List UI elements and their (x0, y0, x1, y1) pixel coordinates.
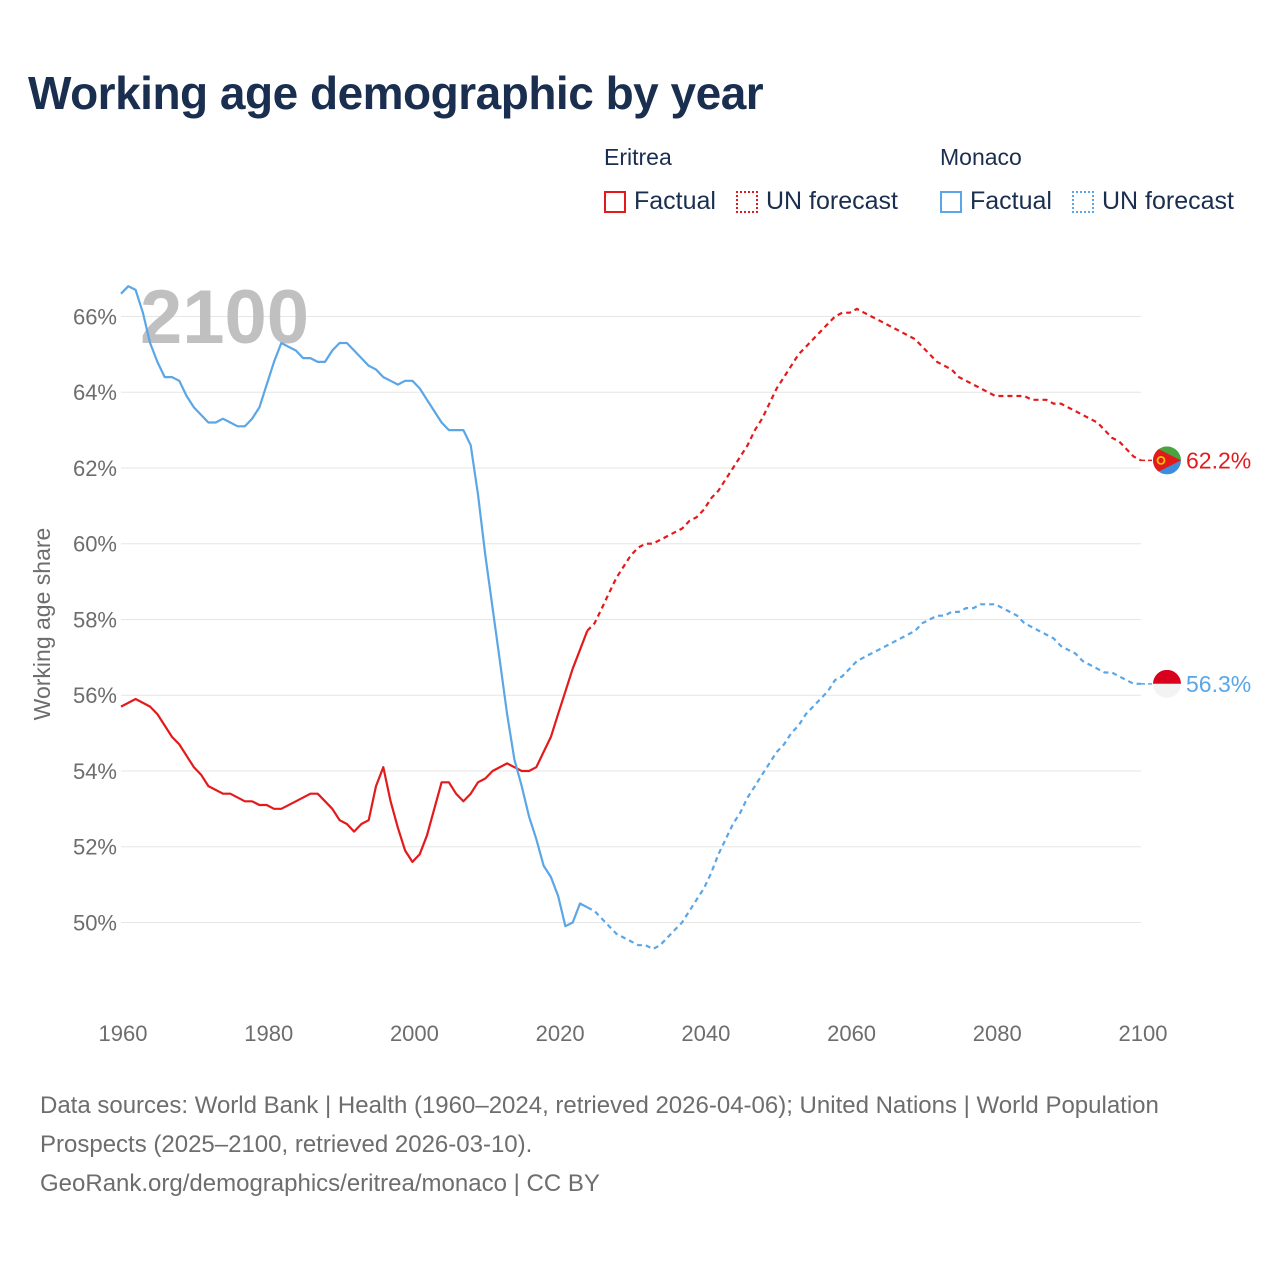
legend-label-monaco-factual: Factual (970, 187, 1052, 215)
line-chart: 2100 50% 52% 54% 56% 58% 60% 62% 64% 66% 1960 198… (29, 275, 1251, 1046)
grid-lines (121, 315, 1141, 923)
series-end-markers: 62.2% 56.3% (1141, 446, 1251, 698)
legend-label-monaco-forecast: UN forecast (1101, 187, 1234, 215)
legend-label-eritrea-factual: Factual (634, 187, 716, 215)
y-tick-label-62: 62% (73, 456, 117, 481)
y-tick-label-58: 58% (73, 607, 117, 632)
x-tick-label-1960: 1960 (99, 1021, 148, 1046)
y-tick-label-52: 52% (73, 835, 117, 860)
legend-item-eritrea-forecast[interactable]: UN forecast (735, 187, 898, 216)
flag-icon-monaco (1153, 669, 1181, 698)
chart-title: Working age demographic by year (28, 67, 764, 119)
flag-icon-eritrea (1153, 446, 1181, 475)
x-tick-label-2080: 2080 (973, 1021, 1022, 1046)
footer-credit: GeoRank.org/demographics/eritrea/monaco … (40, 1170, 600, 1197)
legend-swatch-monaco-factual (940, 190, 962, 213)
y-tick-label-66: 66% (73, 304, 117, 329)
legend-group-eritrea: Eritrea Factual UN forecast (604, 144, 918, 216)
legend-item-monaco-factual[interactable]: Factual (940, 187, 1052, 216)
legend-label-eritrea-forecast: UN forecast (765, 187, 898, 215)
end-value-label-eritrea: 62.2% (1186, 447, 1251, 473)
legend-item-eritrea-factual[interactable]: Factual (604, 187, 716, 216)
x-tick-label-2020: 2020 (536, 1021, 585, 1046)
legend-item-monaco-forecast[interactable]: UN forecast (1071, 187, 1234, 216)
legend-swatch-eritrea-factual (604, 190, 626, 213)
y-tick-label-54: 54% (73, 759, 117, 784)
y-axis-ticks: 50% 52% 54% 56% 58% 60% 62% 64% 66% (73, 304, 117, 935)
legend-swatch-eritrea-forecast (735, 190, 758, 213)
legend-country-monaco: Monaco (940, 144, 1022, 170)
y-tick-label-64: 64% (73, 380, 117, 405)
y-tick-label-60: 60% (73, 532, 117, 557)
legend-country-eritrea: Eritrea (604, 144, 672, 170)
x-tick-label-2060: 2060 (827, 1021, 876, 1046)
footer-sources: Data sources: World Bank | Health (1960–… (40, 1092, 1159, 1158)
x-tick-label-2100: 2100 (1119, 1021, 1168, 1046)
legend-swatch-monaco-forecast (1071, 190, 1094, 213)
x-tick-label-2000: 2000 (390, 1021, 439, 1046)
series-lines (120, 285, 1142, 951)
x-tick-label-1980: 1980 (244, 1021, 293, 1046)
y-tick-label-56: 56% (73, 683, 117, 708)
y-axis-label: Working age share (29, 528, 55, 721)
end-value-label-monaco: 56.3% (1186, 671, 1251, 697)
legend-group-monaco: Monaco Factual UN forecast (940, 144, 1234, 216)
y-tick-label-50: 50% (73, 910, 117, 935)
series-line-monaco-factual[interactable] (120, 285, 588, 928)
series-line-eritrea-forecast[interactable] (586, 307, 1142, 632)
year-watermark: 2100 (140, 275, 309, 360)
footer: Data sources: World Bank | Health (1960–… (40, 1086, 1240, 1203)
x-tick-label-2040: 2040 (681, 1021, 730, 1046)
series-line-monaco-forecast[interactable] (586, 603, 1141, 951)
x-axis-ticks: 1960 1980 2000 2020 2040 2060 2080 2100 (99, 1021, 1168, 1046)
series-line-eritrea-factual[interactable] (120, 630, 589, 863)
